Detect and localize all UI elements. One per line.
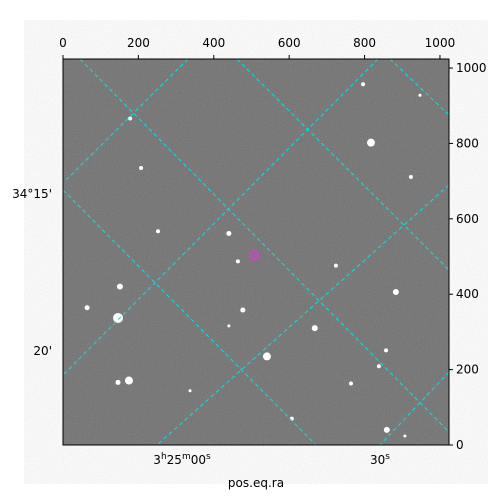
grid-line bbox=[79, 59, 449, 433]
x-tick-label: 200 bbox=[127, 36, 150, 50]
grid-line bbox=[379, 371, 449, 445]
y-tick-label: 800 bbox=[456, 136, 479, 150]
star bbox=[155, 229, 160, 234]
y-tick-label: 600 bbox=[456, 212, 479, 226]
ra-tick-label: 30s bbox=[370, 452, 390, 467]
x-tick-label: 1000 bbox=[425, 36, 456, 50]
grid-line bbox=[63, 189, 317, 445]
star bbox=[115, 379, 121, 385]
star bbox=[227, 324, 231, 328]
star bbox=[408, 174, 413, 179]
star bbox=[392, 288, 399, 295]
star bbox=[116, 283, 123, 290]
star bbox=[366, 138, 375, 147]
star bbox=[84, 305, 90, 311]
y-tick-label: 0 bbox=[456, 438, 464, 452]
star bbox=[113, 312, 124, 323]
x-tick-label: 600 bbox=[278, 36, 301, 50]
x-tick-label: 0 bbox=[59, 36, 67, 50]
star bbox=[384, 348, 389, 353]
star bbox=[226, 231, 232, 237]
star bbox=[124, 376, 133, 385]
star bbox=[235, 259, 240, 264]
y-tick-label: 400 bbox=[456, 287, 479, 301]
grid-line bbox=[156, 184, 449, 445]
stars bbox=[84, 82, 422, 438]
star bbox=[128, 116, 133, 121]
y-tick-label: 200 bbox=[456, 363, 479, 377]
grid-line bbox=[63, 59, 189, 184]
x-axis-label: pos.eq.ra bbox=[228, 476, 284, 490]
star bbox=[333, 263, 338, 268]
coordinate-grid bbox=[63, 59, 449, 445]
frame bbox=[62, 58, 450, 446]
grid-line bbox=[236, 59, 449, 271]
grid-line bbox=[63, 59, 379, 376]
star bbox=[418, 93, 422, 97]
star bbox=[383, 426, 390, 433]
star bbox=[139, 165, 144, 170]
dec-tick-label: 34°15' bbox=[12, 187, 52, 201]
x-tick-label: 400 bbox=[202, 36, 225, 50]
star bbox=[311, 325, 318, 332]
star bbox=[403, 434, 407, 438]
star bbox=[361, 82, 366, 87]
star bbox=[240, 307, 246, 313]
ra-tick-label: 3h25m00s bbox=[153, 452, 211, 467]
star bbox=[188, 389, 192, 393]
star bbox=[376, 364, 381, 369]
x-tick-label: 800 bbox=[353, 36, 376, 50]
star bbox=[348, 381, 353, 386]
dec-tick-label: 20' bbox=[33, 344, 52, 358]
star bbox=[262, 352, 271, 361]
target-marker bbox=[248, 250, 260, 261]
y-tick-label: 1000 bbox=[456, 61, 487, 75]
